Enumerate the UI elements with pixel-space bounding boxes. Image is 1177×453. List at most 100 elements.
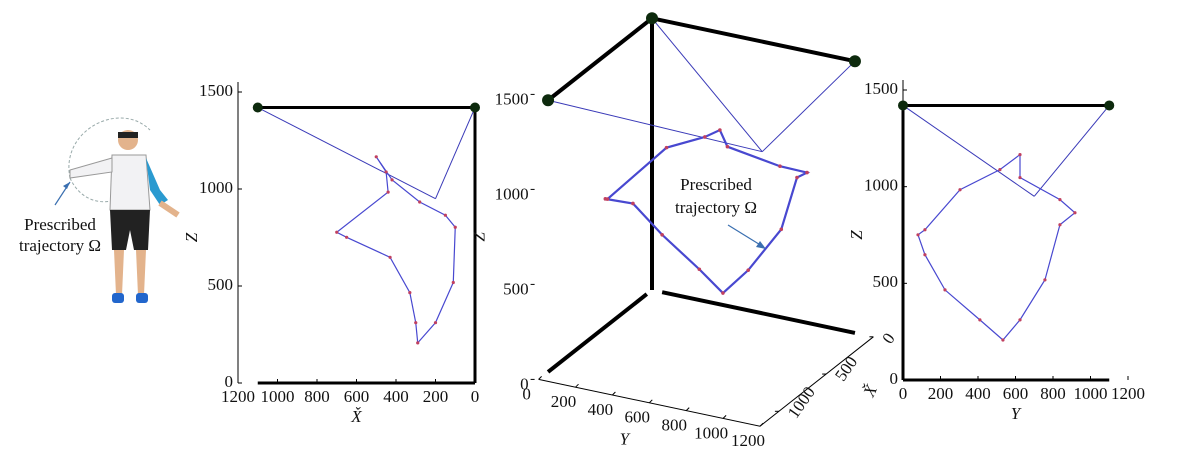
trajectory-point [923, 253, 926, 256]
y-tick [649, 400, 652, 403]
human-illustration: Prescribed trajectory Ω [19, 118, 178, 303]
cable [548, 100, 762, 151]
frame-base [662, 292, 855, 333]
trajectory-point [390, 178, 393, 181]
y-tick-label: 1200 [731, 431, 765, 450]
anchor [253, 103, 263, 113]
shoe [136, 293, 148, 303]
anchor [898, 100, 908, 110]
y-tick [723, 415, 726, 418]
illustration-label: trajectory Ω [19, 236, 101, 255]
trajectory-point [1043, 278, 1046, 281]
trajectory-point [1018, 318, 1021, 321]
y-axis-label: Y [620, 430, 631, 449]
annotation: Prescribed [680, 175, 752, 194]
x-axis-label: Y [1011, 404, 1022, 423]
anchor [646, 12, 658, 24]
trajectory-point [434, 321, 437, 324]
x-axis-label: X̌ [350, 407, 362, 426]
y-axis-label: Z [847, 230, 866, 240]
trajectory-point [703, 135, 707, 139]
trajectory-point [805, 171, 809, 175]
trajectory-point [665, 146, 669, 150]
trajectory-point [444, 214, 447, 217]
z-tick-label: 1500 [495, 89, 529, 108]
trajectory-point [1018, 176, 1021, 179]
y-tick-label: 400 [588, 400, 614, 419]
shorts [110, 210, 150, 250]
x-tick-label: 200 [423, 387, 449, 406]
x-tick-label: 600 [1003, 384, 1029, 403]
z-tick-label: 1000 [495, 184, 529, 203]
x-axis-label: X̌ [859, 382, 881, 401]
z-tick-label: 500 [503, 279, 529, 298]
arm [70, 158, 112, 178]
x-tick-label: 1000 [1074, 384, 1108, 403]
trajectory-point [345, 236, 348, 239]
y-tick-label: 0 [890, 369, 899, 388]
trajectory-point [779, 227, 783, 231]
y-tick-label: 500 [873, 272, 899, 291]
z-tick-label: 0 [520, 374, 529, 393]
y-tick [539, 376, 542, 379]
trajectory-point [978, 318, 981, 321]
trajectory-point [778, 164, 782, 168]
y-tick-label: 1000 [199, 178, 233, 197]
cable [762, 61, 855, 152]
y-tick [612, 392, 615, 395]
trajectory-point [416, 341, 419, 344]
trajectory-point [943, 288, 946, 291]
x-tick-label: 400 [965, 384, 991, 403]
trajectory-point [923, 228, 926, 231]
y-tick-label: 0 [225, 372, 234, 391]
y-tick-label: 500 [208, 275, 234, 294]
forearm [160, 203, 178, 215]
trajectory-point [387, 191, 390, 194]
trajectory-point [385, 170, 388, 173]
cable [903, 105, 1034, 196]
x-tick-label: 0 [471, 387, 480, 406]
trajectory-point [916, 233, 919, 236]
x-tick-label: 500 [831, 353, 861, 385]
cable [1034, 105, 1109, 196]
trajectory-point [746, 268, 750, 272]
annotation-arrow [728, 225, 762, 246]
trajectory-point [697, 267, 701, 271]
y-tick-label: 1000 [864, 176, 898, 195]
arrow-head [63, 182, 70, 189]
x-tick-label: 1000 [261, 387, 295, 406]
trajectory-point [1073, 211, 1076, 214]
trajectory-point [335, 231, 338, 234]
trajectory-point [795, 176, 799, 180]
y-tick-label: 1500 [864, 79, 898, 98]
anchor [849, 55, 861, 67]
x-tick-label: 1200 [1111, 384, 1145, 403]
trajectory-point [375, 155, 378, 158]
frame-base [548, 294, 647, 372]
x-tick-label: 400 [383, 387, 409, 406]
z-axis-label: Z [470, 232, 489, 242]
anchor [542, 94, 554, 106]
trajectory-point [958, 188, 961, 191]
legs [114, 250, 146, 295]
trajectory-point [631, 202, 635, 206]
figure: Prescribed trajectory Ω 1200100080060040… [0, 0, 1177, 453]
y-tick-label: 600 [625, 408, 651, 427]
torso [110, 155, 150, 210]
trajectory-point [418, 200, 421, 203]
trajectory-point [388, 256, 391, 259]
trajectory-point [718, 128, 722, 132]
trajectory-point [1058, 223, 1061, 226]
trajectory-point [1018, 153, 1021, 156]
shoe [112, 293, 124, 303]
anchor [1104, 100, 1114, 110]
trajectory [337, 157, 456, 343]
trajectory [918, 155, 1075, 340]
trajectory-point [1001, 338, 1004, 341]
trajectory-sketch [70, 178, 115, 202]
cable [258, 108, 436, 199]
cable [436, 108, 476, 199]
trajectory-point [998, 168, 1001, 171]
frame-beam [548, 18, 652, 100]
y-tick-label: 1000 [694, 423, 728, 442]
